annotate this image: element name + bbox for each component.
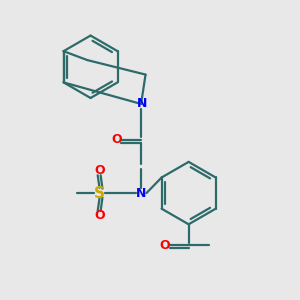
Text: N: N: [136, 187, 146, 200]
Text: O: O: [111, 133, 122, 146]
Text: O: O: [94, 209, 105, 222]
Text: O: O: [94, 164, 105, 177]
Text: O: O: [159, 238, 169, 252]
Text: N: N: [136, 98, 147, 110]
Text: S: S: [94, 186, 105, 201]
